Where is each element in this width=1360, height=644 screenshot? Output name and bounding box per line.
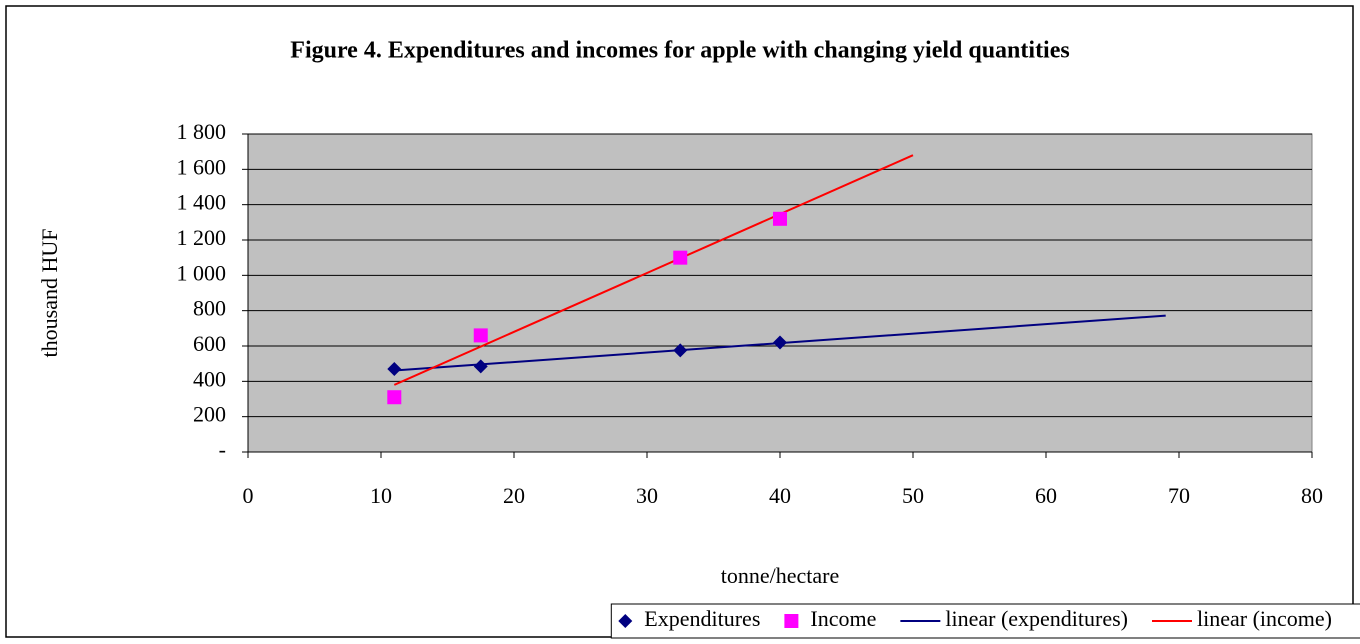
y-axis-label: thousand HUF (37, 229, 62, 358)
x-tick-label: 70 (1168, 483, 1190, 508)
y-tick-label: - (219, 437, 226, 462)
x-tick-label: 10 (370, 483, 392, 508)
square-marker (387, 390, 402, 405)
y-tick-label: 600 (193, 331, 226, 356)
legend: Expenditures Income linear (expenditures) l… (618, 606, 1332, 631)
x-tick-label: 50 (902, 483, 924, 508)
diamond-marker (773, 335, 787, 350)
x-tick-label: 80 (1301, 483, 1323, 508)
diamond-marker (473, 359, 488, 374)
square-marker (673, 250, 688, 265)
y-tick-label: 1 200 (177, 225, 227, 250)
x-axis-label: tonne/hectare (721, 563, 840, 588)
plot-area (247, 133, 1313, 453)
y-tick-label: 800 (193, 296, 226, 321)
square-marker (473, 328, 488, 343)
diamond-marker (387, 361, 402, 376)
diamond-marker (673, 343, 688, 358)
legend-label: linear (income) (1197, 606, 1332, 631)
x-tick-label: 20 (503, 483, 525, 508)
x-tick-label: 30 (636, 483, 658, 508)
trend-line (393, 154, 914, 386)
chart-title: Figure 4. Expenditures and incomes for a… (290, 38, 1069, 64)
y-tick-label: 1 600 (177, 154, 227, 179)
diamond-marker (618, 614, 633, 628)
y-tick-label: 200 (193, 402, 226, 427)
y-tick-label: 400 (193, 366, 226, 391)
y-tick-label: 1 000 (177, 260, 227, 285)
square-marker (784, 614, 799, 628)
x-tick-label: 60 (1035, 483, 1057, 508)
y-tick-label: 1 400 (177, 190, 227, 215)
legend-label: Income (810, 606, 876, 631)
square-marker (773, 211, 787, 226)
x-tick-label: 40 (769, 483, 791, 508)
legend-box (610, 603, 1360, 639)
legend-label: linear (expenditures) (945, 606, 1128, 631)
y-tick-label: 1 800 (177, 119, 227, 144)
x-tick-label: 0 (243, 483, 254, 508)
legend-label: Expenditures (644, 606, 760, 631)
